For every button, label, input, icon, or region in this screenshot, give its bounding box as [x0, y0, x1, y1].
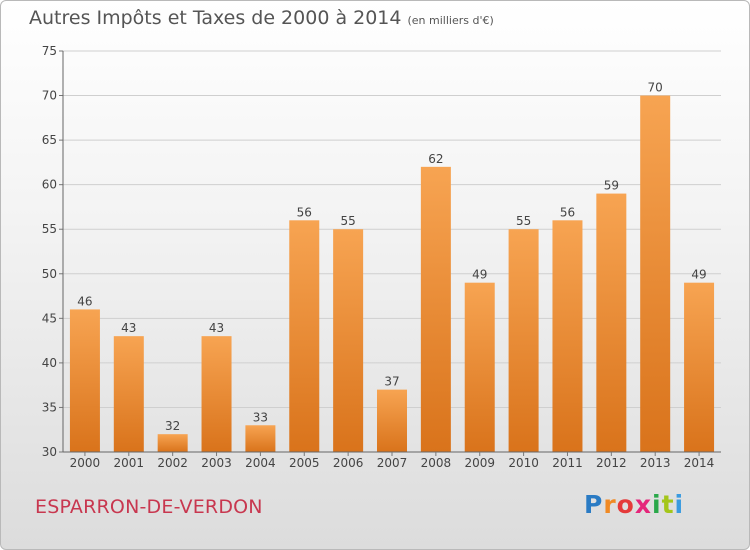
bar-2001 [113, 336, 144, 452]
bar-2014 [684, 282, 715, 452]
x-tick-label: 2011 [552, 456, 583, 470]
bar-2002 [157, 434, 188, 452]
bar-2011 [552, 220, 583, 452]
x-tick-label: 2006 [333, 456, 364, 470]
x-tick-label: 2004 [245, 456, 276, 470]
bar-2004 [245, 425, 276, 452]
data-label: 32 [165, 419, 180, 433]
data-label: 55 [340, 214, 355, 228]
y-tick-label: 50 [42, 267, 57, 281]
x-tick-label: 2010 [508, 456, 539, 470]
y-tick-label: 60 [42, 178, 57, 192]
x-tick-label: 2008 [421, 456, 452, 470]
y-tick-label: 75 [42, 44, 57, 58]
data-label: 55 [516, 214, 531, 228]
bar-2012 [596, 193, 627, 453]
x-tick-label: 2014 [684, 456, 715, 470]
bar-2003 [201, 336, 232, 452]
data-label: 46 [77, 294, 92, 308]
bar-2006 [333, 229, 364, 452]
data-label: 49 [691, 268, 706, 282]
x-tick-label: 2013 [640, 456, 671, 470]
chart-unit: (en milliers d'€) [407, 14, 494, 27]
x-tick-label: 2012 [596, 456, 627, 470]
bar-2010 [508, 229, 539, 452]
x-tick-label: 2007 [377, 456, 408, 470]
bar-2007 [377, 389, 407, 452]
commune-name: ESPARRON-DE-VERDON [35, 496, 263, 518]
bar-2005 [289, 220, 320, 452]
data-label: 56 [297, 205, 312, 219]
data-label: 56 [560, 205, 575, 219]
bar-2008 [420, 166, 451, 452]
data-label: 37 [384, 375, 399, 389]
y-tick-label: 30 [42, 445, 57, 459]
chart-title: Autres Impôts et Taxes de 2000 à 2014 (en… [29, 7, 494, 29]
bar-2000 [69, 309, 100, 452]
y-tick-label: 45 [42, 311, 57, 325]
proxiti-logo: Proxiti [584, 490, 685, 519]
x-tick-label: 2003 [201, 456, 232, 470]
data-label: 70 [648, 81, 663, 95]
y-tick-label: 40 [42, 356, 57, 370]
x-tick-label: 2000 [70, 456, 101, 470]
x-tick-label: 2002 [157, 456, 188, 470]
y-tick-label: 55 [42, 222, 57, 236]
chart-title-text: Autres Impôts et Taxes de 2000 à 2014 [29, 7, 402, 29]
bar-2009 [464, 282, 495, 452]
data-label: 59 [604, 179, 619, 193]
x-tick-label: 2001 [114, 456, 145, 470]
y-tick-label: 65 [42, 133, 57, 147]
x-tick-label: 2005 [289, 456, 320, 470]
y-tick-label: 35 [42, 400, 57, 414]
data-label: 33 [253, 410, 268, 424]
data-label: 49 [472, 268, 487, 282]
data-label: 43 [121, 321, 136, 335]
bar-2013 [640, 95, 671, 453]
data-label: 43 [209, 321, 224, 335]
data-label: 62 [428, 152, 443, 166]
y-tick-label: 70 [42, 89, 57, 103]
x-tick-label: 2009 [464, 456, 495, 470]
